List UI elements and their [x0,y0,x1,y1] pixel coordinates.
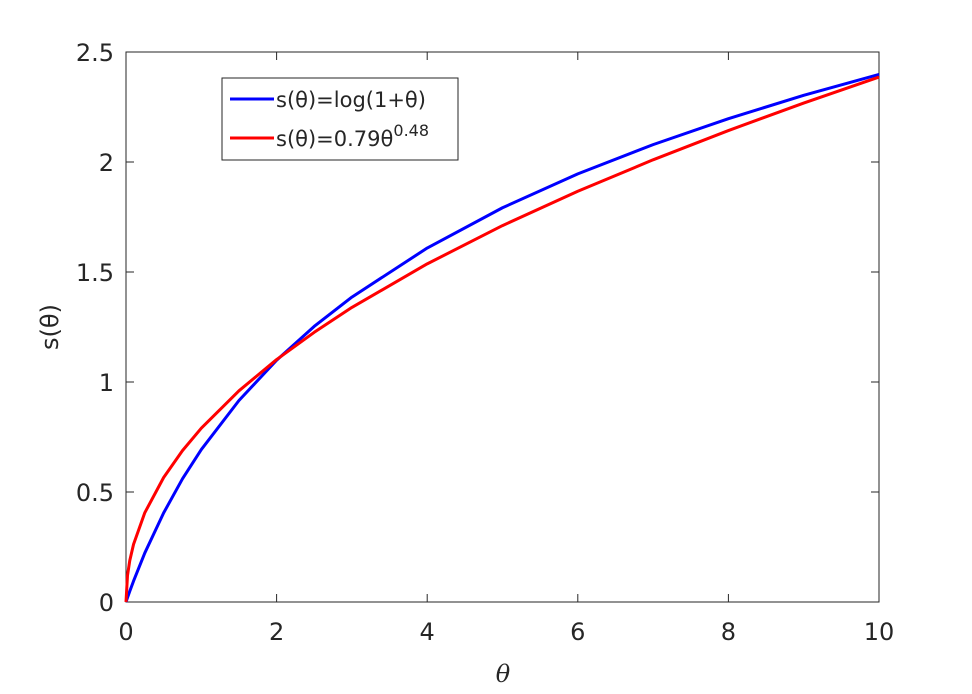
x-tick-label: 8 [721,618,736,646]
x-tick-label: 4 [420,618,435,646]
line-series [124,75,880,603]
y-tick-label: 1.5 [76,259,114,287]
x-axis-label: θ [496,660,511,688]
y-tick-label: 0.5 [76,479,114,507]
legend-label-text: s(θ)=log(1+θ) [276,88,426,112]
y-tick-label: 2 [99,149,114,177]
legend-label-text: s(θ)=0.79θ [276,127,393,151]
y-axis-label: s(θ) [36,304,64,350]
y-tick-label: 0 [99,589,114,617]
legend-label: s(θ)=0.79θ0.48 [276,121,429,151]
x-tick-label: 6 [570,618,585,646]
legend-label: s(θ)=log(1+θ) [276,88,426,112]
legend-label-superscript: 0.48 [393,121,429,140]
y-tick-label: 1 [99,369,114,397]
legend-box [221,77,459,161]
x-tick-label: 2 [269,618,284,646]
x-tick-label: 0 [118,618,133,646]
y-tick-label: 2.5 [76,39,114,67]
x-tick-label: 10 [864,618,895,646]
